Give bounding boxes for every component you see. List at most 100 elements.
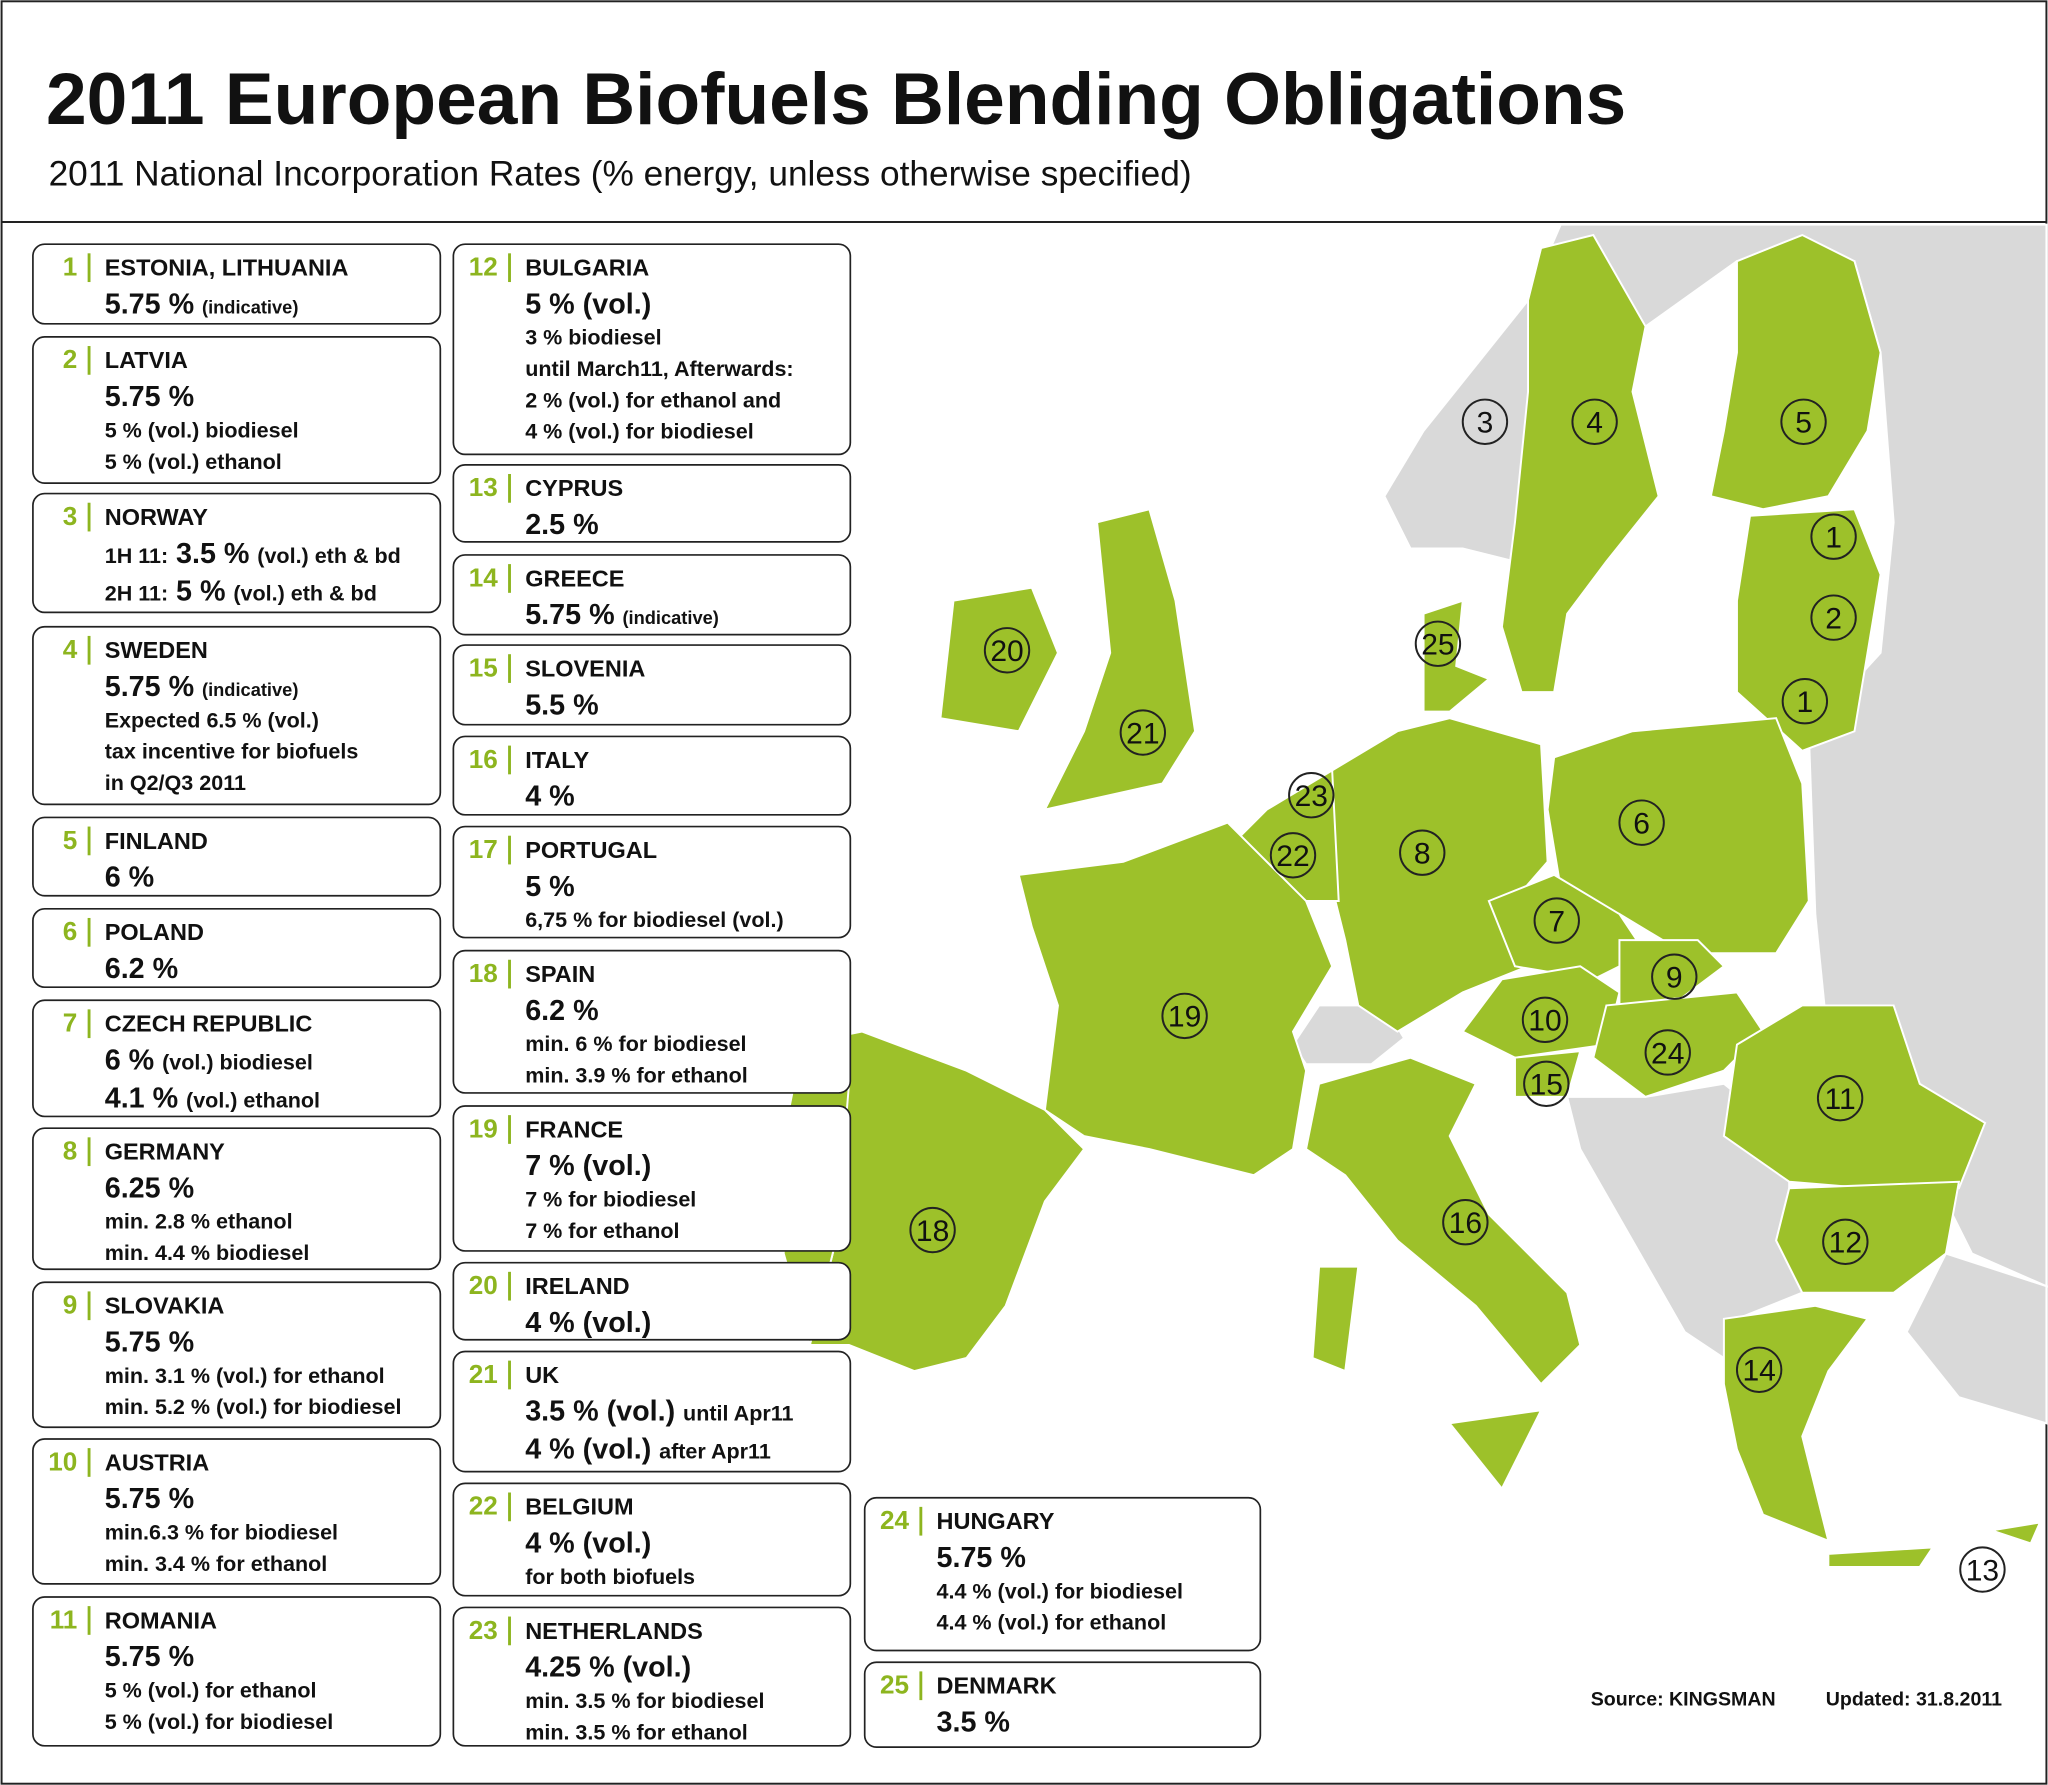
- entry-name: LATVIA: [105, 347, 188, 373]
- entry-line: 7 % for biodiesel: [525, 1188, 696, 1212]
- map-label: 22: [1276, 840, 1309, 873]
- switzerland: [1291, 1004, 1406, 1066]
- entry-name: SPAIN: [525, 961, 595, 987]
- entry: 1 ESTONIA, LITHUANIA 5.75 % (indicative): [32, 243, 442, 325]
- text-segment: min. 6 % for biodiesel: [525, 1032, 746, 1056]
- entry-line: 2 % (vol.) for ethanol and: [525, 388, 781, 412]
- map-label: 9: [1666, 962, 1683, 995]
- entry-number: 15: [469, 652, 498, 682]
- text-segment: 3.5 %: [937, 1706, 1010, 1738]
- map-label: 15: [1530, 1069, 1563, 1102]
- entry-line: 5.5 %: [525, 689, 598, 721]
- title: 2011 European Biofuels Blending Obligati…: [46, 59, 1626, 140]
- entry-line: 5.75 % (indicative): [105, 288, 299, 320]
- slovenia: [1513, 1050, 1582, 1098]
- entry-number: 24: [880, 1505, 910, 1535]
- map-label-ring: [1523, 1060, 1570, 1107]
- entry-line: 4.4 % (vol.) for ethanol: [937, 1611, 1167, 1635]
- map-label-ring: [1533, 897, 1580, 944]
- map-label: 6: [1633, 807, 1650, 840]
- map-label-ring: [1810, 513, 1857, 560]
- entry-line: 5 % (vol.) for biodiesel: [105, 1710, 334, 1734]
- text-segment: 4 % (vol.) for biodiesel: [525, 420, 754, 444]
- map-label: 11: [1825, 1083, 1856, 1116]
- map-label: 12: [1829, 1227, 1862, 1260]
- entry-line: 4.4 % (vol.) for biodiesel: [937, 1579, 1183, 1603]
- text-segment: 5 %: [176, 576, 226, 608]
- entry-number: 21: [469, 1359, 498, 1389]
- entry-name: FRANCE: [525, 1116, 623, 1142]
- entry-box: [452, 949, 852, 1094]
- entry-line: 5 % (vol.) biodiesel: [105, 418, 299, 442]
- text-segment: 4.4 % (vol.) for ethanol: [937, 1611, 1167, 1635]
- entry-line: min. 3.4 % for ethanol: [105, 1552, 328, 1576]
- entry-line: 5 %: [525, 871, 575, 903]
- baltics: [1735, 508, 1882, 752]
- entry-number: 14: [469, 562, 499, 592]
- entry-number: 3: [63, 501, 78, 531]
- entry-number: 22: [469, 1491, 498, 1521]
- text-segment: 4 % (vol.): [525, 1434, 651, 1466]
- entry-box: [32, 1596, 442, 1747]
- text-segment: 2H 11:: [105, 582, 168, 606]
- map-label: 21: [1126, 717, 1159, 750]
- map-label-ring: [1816, 1074, 1864, 1122]
- sardinia: [1311, 1265, 1360, 1373]
- entry: 6 POLAND 6.2 %: [32, 907, 442, 989]
- entry-boxes: 1 ESTONIA, LITHUANIA 5.75 % (indicative) 2 LA…: [32, 243, 1262, 1748]
- entry-box: [863, 1661, 1262, 1748]
- entry-number: 2: [63, 344, 78, 374]
- finland: [1709, 233, 1882, 511]
- text-segment: Expected 6.5 % (vol.): [105, 708, 319, 732]
- map-label-ring: [1461, 398, 1509, 445]
- cyprus: [1991, 1521, 2042, 1545]
- entry-line: 5.75 %: [105, 1641, 194, 1673]
- entry-number: 13: [469, 472, 498, 502]
- entry-name: SWEDEN: [105, 637, 208, 663]
- text-segment: 3.5 %: [176, 538, 249, 570]
- entry-name: PORTUGAL: [525, 837, 657, 863]
- slovakia: [1618, 939, 1726, 1007]
- entry-name: UK: [525, 1362, 559, 1388]
- map-label: 13: [1966, 1554, 1999, 1587]
- entry-number: 8: [63, 1136, 78, 1166]
- entry: 5 FINLAND 6 %: [32, 816, 442, 897]
- entry-line: 4.25 % (vol.): [525, 1652, 691, 1684]
- map-label-ring: [1822, 1218, 1869, 1265]
- entry-line: 5 % (vol.): [525, 288, 651, 320]
- hungary: [1592, 991, 1765, 1098]
- entry: 4 SWEDEN 5.75 % (indicative) Expected 6.5 % …: [32, 625, 442, 806]
- entry: 16 ITALY 4 %: [452, 735, 852, 816]
- text-segment: for both biofuels: [525, 1565, 695, 1589]
- benelux: [1239, 768, 1340, 902]
- text-segment: 5.75 %: [105, 1326, 194, 1358]
- entry-number: 16: [469, 744, 498, 774]
- text-segment: min. 3.1 % (vol.) for ethanol: [105, 1364, 385, 1388]
- entry: 19 FRANCE 7 % (vol.) 7 % for biodiesel 7 % f…: [452, 1105, 852, 1252]
- entry-line: 3.5 %: [937, 1706, 1010, 1738]
- map-label: 1: [1825, 521, 1842, 554]
- text-segment: (indicative): [202, 679, 298, 700]
- text-segment: min. 4.4 % biodiesel: [105, 1241, 310, 1265]
- map-label-ring: [1399, 829, 1446, 876]
- text-segment: min. 3.5 % for ethanol: [525, 1720, 748, 1744]
- entry-line: min.6.3 % for biodiesel: [105, 1521, 338, 1545]
- text-segment: 6.2 %: [105, 953, 178, 985]
- entry-name: FINLAND: [105, 828, 208, 854]
- text-segment: 5.5 %: [525, 689, 598, 721]
- text-segment: 7 % for ethanol: [525, 1219, 679, 1243]
- text-segment: min. 3.4 % for ethanol: [105, 1552, 328, 1576]
- map-label: 1: [1797, 686, 1814, 719]
- entry-number: 6: [63, 916, 78, 946]
- entry-line: 4.1 % (vol.) ethanol: [105, 1082, 320, 1114]
- entry-box: [32, 816, 442, 897]
- entry-box: [32, 1127, 442, 1271]
- text-segment: (vol.) biodiesel: [162, 1050, 313, 1074]
- entry: 10 AUSTRIA 5.75 % min.6.3 % for biodiesel mi…: [32, 1438, 442, 1585]
- entry-line: 5.75 %: [105, 1483, 194, 1515]
- entry-box: [32, 336, 442, 484]
- map-label: 4: [1586, 407, 1603, 440]
- text-segment: 5 % (vol.) biodiesel: [105, 418, 299, 442]
- text-segment: min. 3.9 % for ethanol: [525, 1063, 748, 1087]
- entry-box: [32, 492, 442, 614]
